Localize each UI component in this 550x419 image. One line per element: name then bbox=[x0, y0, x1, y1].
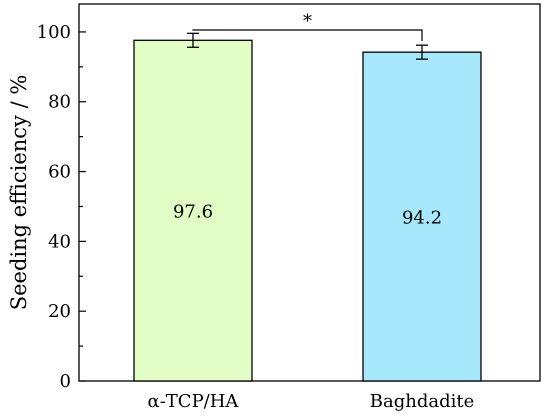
error-bars-group bbox=[187, 32, 428, 60]
data-labels-group: 97.6 94.2 bbox=[173, 202, 442, 229]
significance-annotation: * bbox=[192, 11, 423, 41]
y-axis: 0 20 40 60 80 100 bbox=[37, 22, 86, 392]
bar-1 bbox=[133, 39, 253, 382]
y-tick-label: 40 bbox=[48, 231, 71, 252]
x-tick-label: α-TCP/HA bbox=[148, 391, 240, 412]
y-tick-label: 60 bbox=[48, 162, 71, 183]
x-tick-label: Baghdadite bbox=[370, 391, 475, 412]
significance-marker: * bbox=[303, 11, 312, 32]
bar-2 bbox=[362, 51, 482, 382]
x-axis: α-TCP/HA Baghdadite bbox=[148, 374, 475, 412]
y-tick-label: 100 bbox=[37, 22, 71, 43]
y-axis-title: Seeding efficiency / % bbox=[7, 75, 31, 311]
y-tick-label: 80 bbox=[48, 92, 71, 113]
data-label: 94.2 bbox=[402, 208, 442, 229]
bars-group bbox=[133, 39, 482, 382]
plot-frame bbox=[78, 3, 541, 382]
y-tick-label: 20 bbox=[48, 301, 71, 322]
y-tick-label: 0 bbox=[60, 371, 71, 392]
data-label: 97.6 bbox=[173, 202, 213, 223]
significance-bracket bbox=[192, 29, 423, 41]
plot-border bbox=[78, 3, 541, 382]
